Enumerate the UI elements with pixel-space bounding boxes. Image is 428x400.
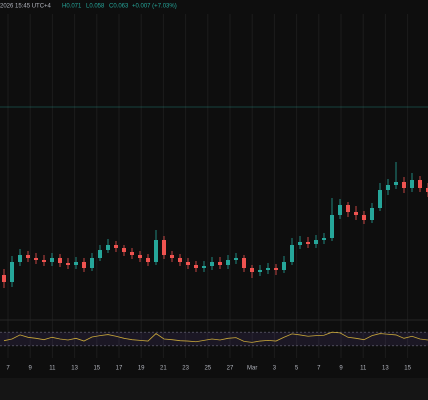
x-tick-label: 9	[29, 366, 33, 372]
candle-body	[226, 260, 230, 265]
candle-body	[34, 258, 38, 260]
x-tick-label: 3	[273, 366, 277, 372]
candle-body	[418, 180, 422, 188]
candle-body	[50, 258, 54, 262]
x-tick-label: 11	[360, 366, 367, 372]
x-tick-label: 13	[71, 366, 78, 372]
candle-body	[378, 190, 382, 208]
candle-body	[410, 180, 414, 188]
candle-body	[258, 270, 262, 272]
candle-body	[82, 262, 86, 268]
candle-body	[346, 205, 350, 212]
candle-body	[58, 258, 62, 263]
candle-body	[362, 215, 366, 220]
candle-body	[290, 245, 294, 262]
x-tick-label: 27	[227, 366, 234, 372]
x-tick-label: 7	[6, 366, 10, 372]
x-tick-label: 15	[404, 366, 411, 372]
timestamp: 2026 15:45 UTC+4	[0, 4, 52, 10]
candle-body	[242, 258, 246, 268]
candle-body	[66, 263, 70, 265]
candle-body	[282, 262, 286, 270]
candle-body	[266, 268, 270, 270]
x-tick-label: 5	[295, 366, 299, 372]
candle-body	[306, 242, 310, 244]
candle-body	[338, 205, 342, 215]
x-tick-label: 11	[49, 366, 56, 372]
candle-body	[426, 188, 428, 192]
candle-body	[74, 262, 78, 265]
candle-body	[314, 240, 318, 244]
x-tick-label: 7	[317, 366, 321, 372]
candle-body	[178, 258, 182, 262]
x-tick-label: 9	[339, 366, 343, 372]
candle-body	[274, 268, 278, 270]
candle-body	[250, 268, 254, 272]
candle-body	[26, 255, 30, 258]
candle-body	[130, 252, 134, 255]
x-tick-label: 25	[204, 366, 211, 372]
candle-body	[122, 248, 126, 252]
candle-body	[10, 262, 14, 282]
candle-body	[18, 255, 22, 262]
x-tick-label: 23	[182, 366, 189, 372]
candle-body	[234, 258, 238, 260]
candle-body	[2, 275, 6, 282]
candle-body	[114, 245, 118, 248]
candle-body	[370, 208, 374, 220]
candle-body	[194, 265, 198, 268]
candle-body	[170, 255, 174, 258]
footer-bar	[0, 378, 428, 400]
candle-body	[98, 250, 102, 258]
high: H0.071	[62, 4, 82, 10]
candle-body	[210, 262, 214, 266]
candle-body	[90, 258, 94, 268]
candle-body	[298, 242, 302, 245]
candle-body	[386, 185, 390, 190]
candle-body	[354, 212, 358, 215]
candle-body	[138, 255, 142, 258]
change: +0.007 (+7.03%)	[132, 4, 177, 10]
candle-body	[154, 240, 158, 262]
candle-body	[186, 262, 190, 265]
candle-body	[394, 182, 398, 185]
candle-body	[330, 215, 334, 238]
x-tick-label: 19	[138, 366, 145, 372]
candle-body	[218, 262, 222, 265]
x-tick-label: 21	[160, 366, 167, 372]
low: L0.058	[86, 4, 105, 10]
candle-body	[106, 245, 110, 250]
candle-body	[146, 258, 150, 262]
rsi-line	[3, 331, 428, 343]
candle-body	[42, 260, 46, 262]
candle-body	[322, 238, 326, 240]
x-tick-label: Mar	[247, 366, 257, 372]
candle-body	[162, 240, 166, 255]
candle-body	[202, 266, 206, 268]
x-tick-label: 13	[382, 366, 389, 372]
x-tick-label: 17	[116, 366, 123, 372]
candle-body	[402, 182, 406, 188]
close: C0.063	[109, 4, 129, 10]
x-tick-label: 15	[93, 366, 100, 372]
